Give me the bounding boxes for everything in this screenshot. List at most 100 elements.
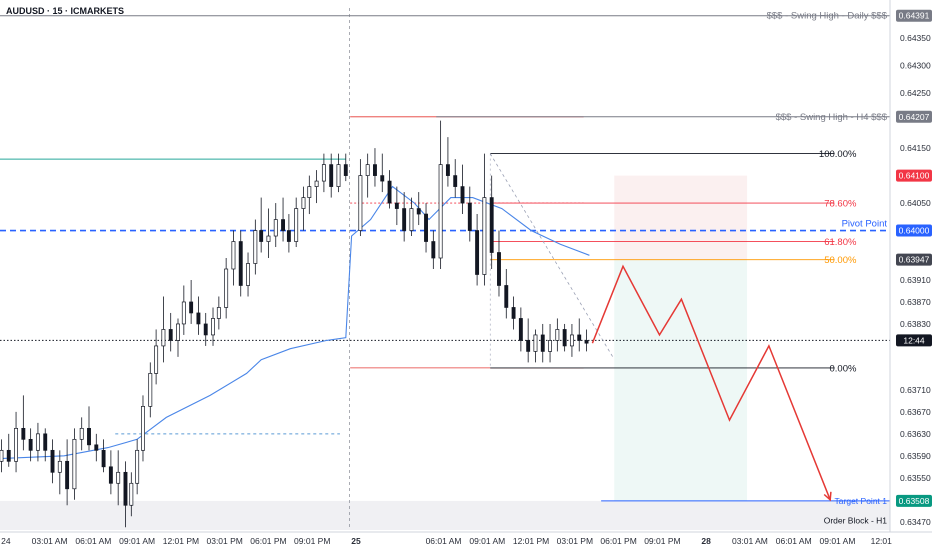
candle-body-44 — [307, 186, 312, 198]
y-tick-label-8: 0.63710 — [900, 385, 931, 395]
fib-label-3: 50.00% — [824, 255, 857, 266]
candle-body-57 — [409, 208, 414, 231]
candle-body-50 — [358, 175, 363, 231]
candle-body-39 — [273, 219, 278, 237]
candle-body-46 — [321, 164, 326, 182]
x-tick-label-4: 12:01 PM — [163, 536, 199, 546]
x-tick-label-13: 06:01 PM — [600, 536, 636, 546]
candle-body-20 — [141, 406, 145, 451]
candle-body-27 — [189, 301, 194, 314]
candle-body-81 — [584, 340, 589, 344]
y-tick-label-11: 0.63590 — [900, 451, 931, 461]
candle-body-79 — [569, 334, 574, 347]
price-tag-bg-5 — [896, 334, 932, 347]
candle-body-65 — [467, 202, 472, 231]
candle-body-40 — [281, 219, 285, 231]
candle-body-0 — [0, 449, 4, 462]
candle-body-72 — [518, 318, 523, 341]
x-tick-label-3: 09:01 AM — [119, 536, 155, 546]
level-label-0: $$$ - Swing High - Daily $$$ — [767, 11, 888, 22]
candle-body-14 — [101, 449, 106, 468]
candle-body-23 — [161, 329, 166, 347]
candle-body-33 — [231, 241, 236, 270]
candle-body-30 — [211, 318, 215, 336]
candle-body-16 — [116, 471, 121, 484]
price-axis-background — [890, 0, 932, 550]
price-tag-text-2: 0.64100 — [899, 171, 930, 181]
candle-body-76 — [548, 340, 552, 352]
position-stop-zone — [614, 175, 748, 260]
candle-body-19 — [135, 449, 140, 484]
candle-body-70 — [504, 285, 509, 308]
candle-body-15 — [108, 466, 113, 484]
candle-body-7 — [50, 449, 55, 473]
x-tick-label-8: 25 — [351, 536, 361, 546]
candle-body-55 — [394, 202, 399, 209]
candle-body-51 — [365, 164, 370, 176]
moving-average-line — [0, 185, 590, 460]
y-tick-label-6: 0.63870 — [900, 297, 931, 307]
price-tag-text-3: 0.64000 — [899, 226, 930, 236]
x-tick-label-7: 09:01 PM — [294, 536, 330, 546]
candle-body-73 — [526, 340, 531, 352]
candle-body-69 — [497, 252, 501, 286]
candle-body-42 — [294, 208, 299, 242]
price-tag-text-5: 12:44 — [903, 335, 925, 345]
candle-body-58 — [416, 208, 421, 215]
candle-body-28 — [196, 312, 201, 325]
candle-body-8 — [57, 460, 62, 473]
candle-body-68 — [489, 197, 494, 253]
level-label-3: Target Point 1 — [835, 496, 888, 506]
x-tick-label-14: 09:01 PM — [644, 536, 680, 546]
y-tick-label-10: 0.63630 — [900, 429, 931, 439]
y-tick-label-7: 0.63830 — [900, 319, 931, 329]
fib-label-0: 100.00% — [819, 149, 857, 160]
x-tick-label-1: 03:01 AM — [32, 536, 68, 546]
candle-body-53 — [380, 175, 385, 182]
level-label-1: $$$ - Swing High - H4 $$$ — [776, 112, 888, 123]
candle-body-12 — [87, 427, 91, 446]
candle-body-48 — [336, 164, 341, 187]
x-tick-label-15: 28 — [701, 536, 711, 546]
candle-body-32 — [224, 268, 229, 308]
candle-body-77 — [555, 329, 560, 341]
candle-body-11 — [79, 427, 84, 440]
y-tick-label-4: 0.64050 — [900, 198, 931, 208]
candle-body-56 — [402, 208, 407, 231]
candle-body-13 — [94, 444, 99, 451]
price-tag-text-4: 0.63947 — [899, 255, 930, 265]
candle-body-35 — [246, 263, 250, 286]
price-tag-bg-3 — [896, 224, 932, 237]
y-tick-label-9: 0.63670 — [900, 407, 931, 417]
fib-label-1: 78.60% — [824, 199, 857, 210]
candle-body-34 — [238, 241, 243, 286]
candle-body-41 — [286, 230, 291, 242]
x-tick-label-10: 09:01 AM — [469, 536, 505, 546]
candle-body-9 — [65, 460, 70, 490]
candle-body-26 — [181, 301, 186, 325]
level-label-4: Order Block - H1 — [824, 515, 888, 525]
candle-body-37 — [259, 230, 264, 242]
y-tick-label-12: 0.63550 — [900, 473, 931, 483]
price-tag-bg-2 — [896, 169, 932, 182]
y-tick-label-0: 0.64350 — [900, 33, 931, 43]
candle-body-62 — [445, 164, 450, 176]
candle-body-75 — [540, 334, 545, 352]
candle-body-67 — [482, 197, 487, 275]
price-tag-text-1: 0.64207 — [899, 112, 930, 122]
candle-body-52 — [373, 164, 377, 176]
x-tick-label-2: 06:01 AM — [75, 536, 111, 546]
candle-body-63 — [453, 175, 458, 187]
x-tick-label-0: 24 — [1, 536, 11, 546]
candle-body-49 — [343, 164, 348, 176]
x-tick-label-6: 06:01 PM — [250, 536, 286, 546]
candle-body-4 — [28, 438, 33, 451]
candle-body-25 — [176, 323, 180, 341]
candle-body-5 — [35, 433, 40, 451]
x-tick-label-19: 12:01 — [871, 536, 893, 546]
candle-body-47 — [329, 164, 334, 187]
x-tick-label-11: 12:01 PM — [513, 536, 549, 546]
